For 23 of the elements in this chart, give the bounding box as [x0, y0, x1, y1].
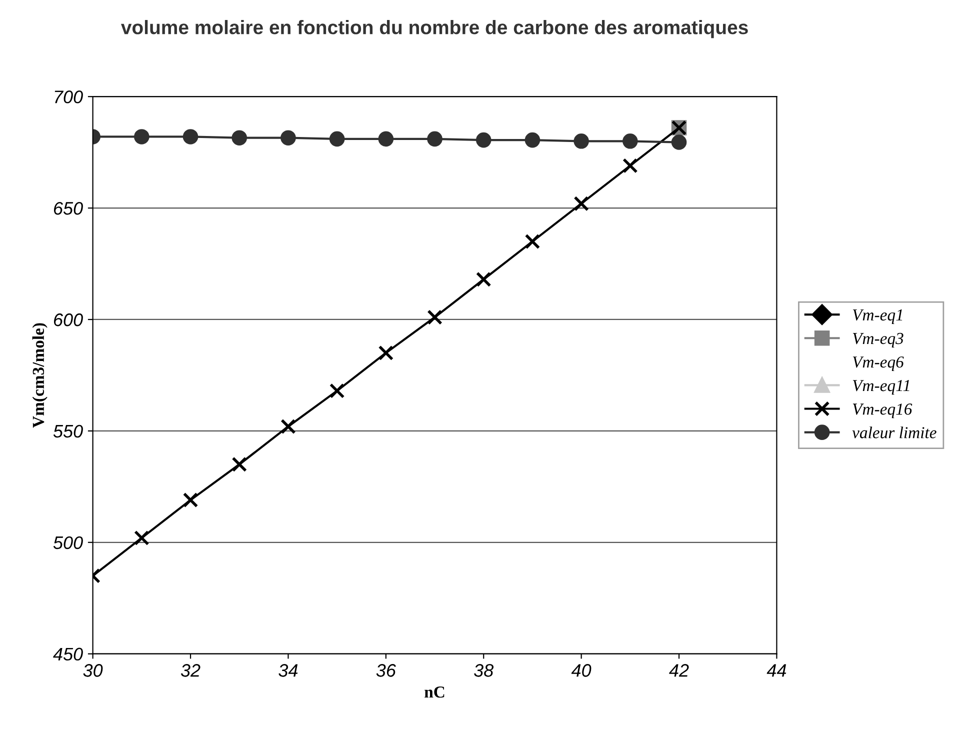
text: Vm-eq6 — [852, 356, 904, 372]
x-tick-label: 36 — [376, 664, 396, 677]
legend-label: Vm-eq1 — [852, 309, 902, 324]
x-tick-label: 42 — [669, 664, 689, 677]
legend-label: Vm-eq11 — [852, 380, 910, 395]
x-tick-label: 44 — [766, 664, 786, 677]
legend-label: Vm-eq3 — [852, 332, 904, 348]
y-tick-label: 550 — [53, 424, 83, 438]
x-tick-label: 34 — [278, 664, 298, 677]
y-tick-label: 600 — [54, 313, 83, 326]
chart-title: volume molaire en fonction du nombre de carbone des aromatiques — [120, 20, 748, 38]
x-tick-label: 30 — [83, 664, 103, 677]
legend-label: valeur limite — [852, 426, 936, 438]
y-tick-label: 700 — [54, 90, 83, 104]
x-tick-label: 32 — [180, 664, 200, 677]
y-tick-label: 450 — [53, 648, 83, 661]
y-tick-label: 500 — [53, 536, 83, 550]
x-tick-label: 38 — [474, 664, 494, 677]
y-tick-label: 650 — [54, 202, 83, 215]
legend-label: Vm-eq16 — [852, 404, 912, 418]
x-axis-title: nC — [424, 686, 444, 698]
y-axis-title: Vm(cm3/mole) — [32, 323, 48, 428]
x-tick-label: 40 — [571, 664, 592, 677]
